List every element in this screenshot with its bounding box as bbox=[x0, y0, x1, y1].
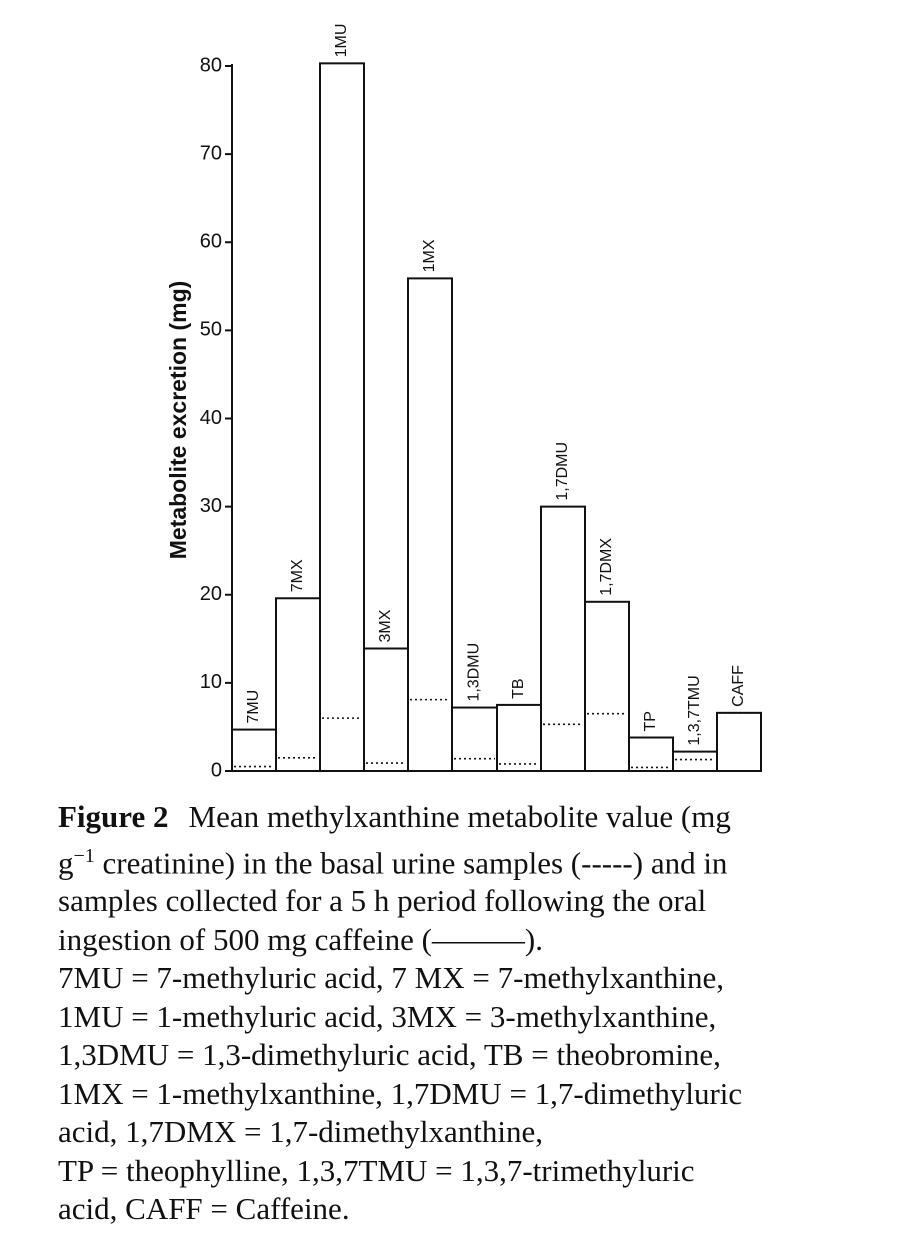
bar-1,7DMX bbox=[584, 600, 630, 772]
y-tick-label: 40 bbox=[200, 407, 222, 429]
bar-1,7DMU bbox=[540, 505, 586, 772]
y-tick-label: 20 bbox=[200, 583, 222, 605]
bar-label-1MU: 1MU bbox=[333, 24, 350, 58]
bar-label-7MU: 7MU bbox=[245, 690, 262, 724]
bar-label-1MX: 1MX bbox=[421, 239, 438, 272]
bar-CAFF bbox=[716, 711, 762, 773]
y-tick-label: 80 bbox=[200, 54, 222, 76]
y-tick-label: 0 bbox=[211, 759, 222, 781]
bar-1,3DMU bbox=[451, 706, 498, 772]
y-axis-title: Metabolite excretion (mg) bbox=[165, 281, 191, 560]
caption-line-6: 1MU = 1-methyluric acid, 3MX = 3-methylx… bbox=[58, 998, 717, 1034]
bar-7MX bbox=[275, 597, 321, 773]
caption-line-7: 1,3DMU = 1,3-dimethyluric acid, TB = the… bbox=[58, 1037, 721, 1073]
caption-line-10: TP = theophylline, 1,3,7TMU = 1,3,7-trim… bbox=[58, 1152, 695, 1188]
caption-line-4: ingestion of 500 mg caffeine (———). bbox=[58, 921, 543, 957]
figure-label: Figure 2 bbox=[58, 799, 169, 834]
bar-7MU bbox=[231, 728, 277, 772]
y-tick-label: 30 bbox=[200, 495, 222, 517]
bar-labels: 7MU 7MX 1MU 3MX 1MX 1,3DMU TB 1,7DMU 1,7DMX TP 1,3… bbox=[245, 24, 747, 746]
y-axis: 0 10 20 30 40 50 60 70 80 bbox=[200, 54, 233, 781]
basal-lines bbox=[234, 698, 759, 769]
y-tick-label: 60 bbox=[200, 231, 222, 253]
caption-line-9: acid, 1,7DMX = 1,7-dimethylxanthine, bbox=[58, 1114, 543, 1150]
y-tick-label: 70 bbox=[200, 142, 222, 164]
bar-label-1,7DMU: 1,7DMU bbox=[554, 442, 571, 501]
bar-chart: Metabolite excretion (mg) 0 10 20 30 40 50 60 7… bbox=[165, 24, 762, 781]
bar-TB bbox=[496, 703, 542, 772]
bar-label-1,7DMX: 1,7DMX bbox=[598, 538, 615, 596]
bar-label-7MX: 7MX bbox=[289, 559, 306, 592]
bar-1,3,7TMU bbox=[672, 750, 718, 772]
bar-label-3MX: 3MX bbox=[377, 609, 394, 642]
y-tick-label: 10 bbox=[200, 671, 222, 693]
unit-exponent: −1 bbox=[73, 844, 95, 867]
bars bbox=[231, 62, 762, 773]
bar-label-1,3,7TMU: 1,3,7TMU bbox=[686, 675, 703, 745]
caption-line-5: 7MU = 7-methyluric acid, 7 MX = 7-methyl… bbox=[58, 960, 725, 996]
caption-text: Mean methylxanthine metabolite value (mg bbox=[188, 799, 731, 834]
unit-prefix: g bbox=[58, 844, 74, 880]
bar-label-TB: TB bbox=[510, 678, 527, 698]
caption-line-11: acid, CAFF = Caffeine. bbox=[58, 1191, 350, 1227]
bar-label-1,3DMU: 1,3DMU bbox=[466, 643, 483, 702]
caption-line-8: 1MX = 1-methylxanthine, 1,7DMU = 1,7-dim… bbox=[58, 1075, 743, 1111]
bar-label-CAFF: CAFF bbox=[730, 665, 747, 707]
bar-1MX bbox=[407, 277, 453, 772]
figure-caption: Figure 2 Mean methylxanthine metabolite v… bbox=[58, 798, 918, 1229]
caption-line-2: g−1 creatinine) in the basal urine sampl… bbox=[58, 837, 918, 883]
caption-line-3: samples collected for a 5 h period follo… bbox=[58, 883, 707, 919]
y-tick-label: 50 bbox=[200, 319, 222, 341]
bar-1MU bbox=[319, 62, 365, 772]
bar-3MX bbox=[363, 647, 409, 772]
bar-TP bbox=[628, 736, 674, 773]
caption-text: creatinine) in the basal urine samples (… bbox=[102, 844, 728, 880]
caption-line-1: Figure 2 Mean methylxanthine metabolite v… bbox=[58, 798, 918, 837]
bar-label-TP: TP bbox=[642, 711, 659, 731]
